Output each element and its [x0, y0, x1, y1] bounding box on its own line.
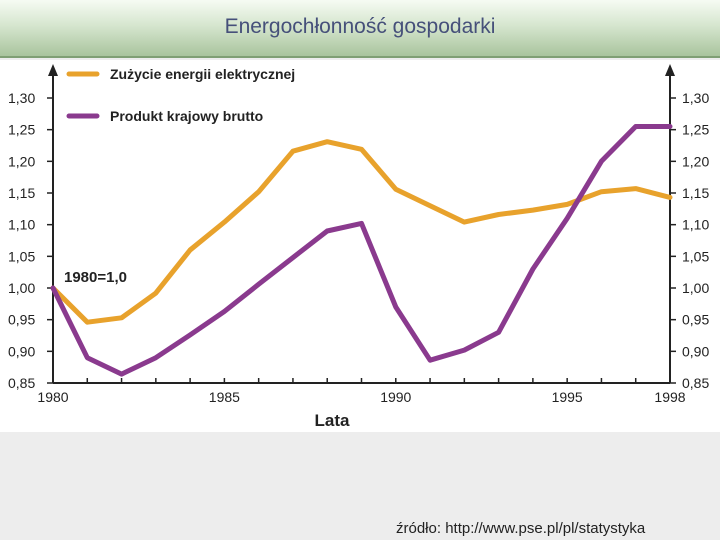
- y-tick-label-left: 0,85: [8, 375, 35, 391]
- x-tick-label: 1985: [209, 389, 240, 405]
- y-tick-label-right: 1,00: [682, 280, 709, 296]
- y-tick-label-right: 0,90: [682, 343, 709, 359]
- y-tick-label-right: 1,15: [682, 185, 709, 201]
- title-banner: [0, 0, 720, 58]
- y-tick-label-left: 0,90: [8, 343, 35, 359]
- baseline-annotation: 1980=1,0: [64, 269, 127, 286]
- y-tick-label-right: 1,10: [682, 217, 709, 233]
- y-tick-label-left: 1,30: [8, 90, 35, 106]
- y-tick-label-left: 1,20: [8, 153, 35, 169]
- x-tick-label: 1990: [380, 389, 411, 405]
- x-tick-label: 1998: [654, 389, 685, 405]
- y-tick-label-left: 0,95: [8, 312, 35, 328]
- slide-title: Energochłonność gospodarki: [224, 15, 496, 38]
- y-axis-right-arrow: [665, 64, 675, 76]
- source-note: źródło: http://www.pse.pl/pl/statystyka: [396, 520, 646, 537]
- series-line-energy: [50, 139, 673, 325]
- y-tick-label-left: 1,05: [8, 248, 35, 264]
- y-tick-label-left: 1,25: [8, 122, 35, 138]
- legend-label-gdp: Produkt krajowy brutto: [110, 108, 263, 124]
- y-tick-label-right: 0,95: [682, 312, 709, 328]
- y-tick-label-right: 0,85: [682, 375, 709, 391]
- y-tick-label-right: 1,20: [682, 153, 709, 169]
- chart-panel: 1980 1985 1990 1995 1998 0,85 0,85 0,90 0,90 0,95…: [0, 60, 720, 432]
- y-tick-label-left: 1,00: [8, 280, 35, 296]
- y-tick-label-right: 1,05: [682, 248, 709, 264]
- y-axis-left-arrow: [48, 64, 58, 76]
- y-tick-label-left: 1,10: [8, 217, 35, 233]
- y-tick-label-right: 1,30: [682, 90, 709, 106]
- x-tick-label: 1995: [552, 389, 583, 405]
- legend-label-energy: Zużycie energii elektrycznej: [110, 66, 295, 82]
- series-line-gdp: [50, 124, 673, 377]
- y-tick-label-left: 1,15: [8, 185, 35, 201]
- x-axis-title: Lata: [315, 411, 351, 430]
- x-tick-label: 1980: [37, 389, 68, 405]
- y-tick-label-right: 1,25: [682, 122, 709, 138]
